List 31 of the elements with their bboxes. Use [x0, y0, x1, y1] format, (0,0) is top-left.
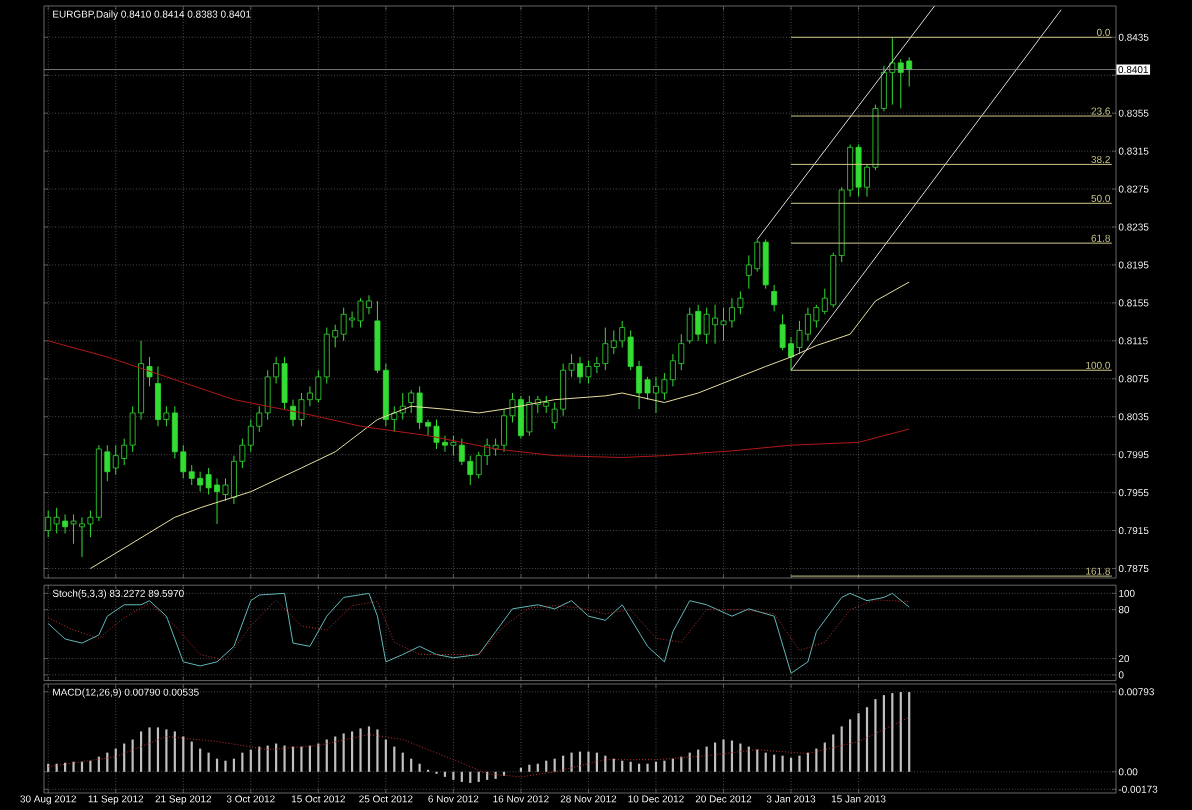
- candlestick: [771, 284, 778, 312]
- candlestick: [45, 510, 52, 538]
- candlestick: [112, 444, 119, 476]
- candlestick: [897, 58, 904, 109]
- candlestick: [720, 307, 727, 342]
- candlestick: [416, 385, 423, 430]
- candlestick: [695, 304, 702, 342]
- candlestick: [197, 471, 204, 493]
- candlestick: [53, 507, 60, 534]
- candlestick: [703, 307, 710, 345]
- candlestick: [602, 327, 609, 371]
- candlestick: [889, 36, 896, 106]
- candlestick: [298, 392, 305, 427]
- candlestick: [737, 291, 744, 315]
- candlestick: [779, 313, 786, 351]
- line-series: [47, 716, 910, 778]
- candlestick: [264, 369, 271, 421]
- candlestick: [281, 356, 288, 410]
- candlestick: [855, 143, 862, 198]
- candlestick: [585, 360, 592, 385]
- candlestick: [433, 419, 440, 450]
- candlestick: [70, 513, 77, 545]
- candlestick: [906, 56, 913, 88]
- candlestick: [686, 307, 693, 345]
- line-series: [47, 592, 910, 674]
- candlestick: [340, 307, 347, 342]
- candlestick: [205, 467, 212, 496]
- candlestick: [526, 395, 533, 437]
- candlestick: [95, 444, 102, 522]
- line-series: [89, 281, 910, 570]
- line-series: [47, 340, 910, 459]
